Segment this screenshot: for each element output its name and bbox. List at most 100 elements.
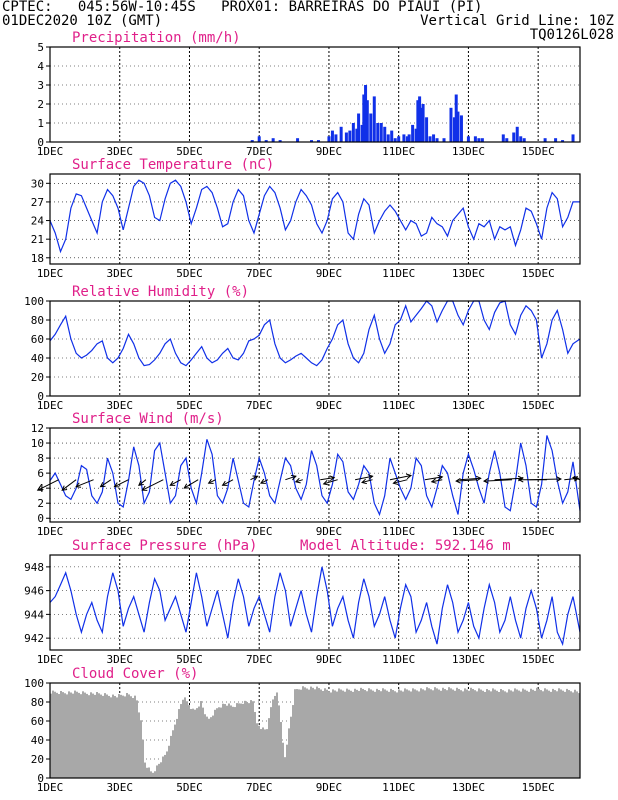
precip-bar: [386, 134, 390, 142]
cloud-bar: [546, 689, 548, 778]
cloud-bar: [86, 693, 88, 778]
y-tick-label: 40: [31, 352, 44, 365]
wind-arrow-head: [290, 474, 297, 481]
cloud-bar: [190, 708, 192, 778]
wind-arrow-head: [455, 477, 461, 484]
wind-arrow: [323, 479, 338, 485]
wind-arrow: [183, 479, 199, 489]
cloud-bar: [124, 696, 126, 778]
wind-arrow-head: [437, 474, 444, 481]
cloud-bar: [442, 687, 444, 778]
cloud-bar: [512, 691, 514, 778]
cloud-bar: [458, 688, 460, 778]
cloud-bar: [330, 692, 332, 778]
precip-bar: [505, 138, 509, 142]
cloud-bar: [172, 730, 174, 778]
cloud-bar: [434, 687, 436, 778]
cloud-bar: [120, 694, 122, 778]
cloud-bar: [260, 729, 262, 778]
wind-arrow-head: [221, 480, 228, 486]
cloud-bar: [132, 698, 134, 778]
cloud-bar: [472, 688, 474, 778]
cloud-bar: [198, 706, 200, 778]
cloud-bar: [536, 687, 538, 778]
precip-bar: [442, 138, 446, 142]
cloud-bar: [484, 691, 486, 778]
y-tick-label: 2: [37, 497, 44, 510]
wind-arrow-head: [36, 485, 43, 491]
x-tick-label: 1DEC: [37, 399, 64, 412]
precip-bar: [512, 132, 516, 142]
cloud-bar: [66, 694, 68, 778]
y-tick-label: 80: [31, 314, 44, 327]
x-tick-label: 15DEC: [522, 525, 555, 538]
cloud-bar: [344, 691, 346, 778]
cloud-bar: [408, 690, 410, 778]
cloud-bar: [444, 688, 446, 778]
precip-bar: [344, 132, 348, 142]
cloud-bar: [234, 707, 236, 778]
cloud-bar: [370, 689, 372, 778]
precip-bar: [390, 130, 394, 142]
cloud-bar: [126, 693, 128, 778]
wind-arrow: [114, 479, 129, 488]
y-tick-label: 0: [37, 772, 44, 785]
cloud-bar: [384, 689, 386, 778]
x-tick-label: 3DEC: [106, 267, 133, 280]
precip-bar: [561, 140, 565, 142]
cloud-bar: [196, 708, 198, 778]
cloud-bar: [144, 762, 146, 778]
cloud-bar: [436, 688, 438, 778]
cloud-bar: [342, 690, 344, 778]
cloud-bar: [542, 691, 544, 778]
y-tick-label: 12: [31, 422, 44, 435]
x-tick-label: 11DEC: [382, 525, 415, 538]
cloud-bar: [398, 689, 400, 778]
cloud-bar: [554, 690, 556, 778]
wind-arrow-head: [322, 479, 329, 486]
x-tick-label: 1DEC: [37, 267, 64, 280]
x-tick-label: 11DEC: [382, 781, 415, 794]
x-tick-label: 15DEC: [522, 399, 555, 412]
cloud-bar: [300, 689, 302, 778]
panel-frame: [49, 682, 581, 779]
cloud-bar: [230, 705, 232, 778]
precip-bar: [327, 136, 331, 142]
wind-arrow: [456, 479, 478, 482]
precip-bar: [543, 138, 547, 142]
cloud-bar: [106, 694, 108, 778]
y-tick-label: 2: [37, 98, 44, 111]
cloud-bar: [274, 695, 276, 778]
cloud-bar: [322, 690, 324, 778]
cloud-bar: [492, 688, 494, 778]
cloud-bar: [148, 767, 150, 778]
cloud-bar: [530, 688, 532, 778]
precip-bar: [348, 130, 352, 142]
wind-arrow-head: [207, 478, 214, 484]
precip-bar: [405, 136, 409, 142]
cloud-bar: [226, 705, 228, 778]
cloud-bar: [224, 704, 226, 778]
cloud-bar: [170, 735, 172, 778]
cloud-bar: [340, 689, 342, 778]
cloud-bar: [326, 689, 328, 778]
precip-bar: [414, 128, 418, 142]
cloud-bar: [564, 691, 566, 778]
cloud-bar: [222, 703, 224, 778]
precip-bar: [393, 138, 397, 142]
precip-bar: [454, 94, 458, 142]
cloud-bar: [246, 702, 248, 778]
cloud-bar: [560, 689, 562, 778]
cloud-bar: [550, 691, 552, 778]
cloud-bar: [510, 690, 512, 778]
precip-bar: [432, 134, 436, 142]
cloud-bar: [346, 688, 348, 778]
x-tick-label: 1DEC: [37, 781, 64, 794]
wind-arrow: [389, 475, 412, 481]
wind-arrow-head: [406, 473, 412, 480]
series-line: [49, 179, 580, 254]
y-tick-label: 80: [31, 696, 44, 709]
x-tick-label: 13DEC: [452, 399, 485, 412]
cloud-bar: [194, 709, 196, 778]
x-tick-label: 9DEC: [316, 525, 343, 538]
